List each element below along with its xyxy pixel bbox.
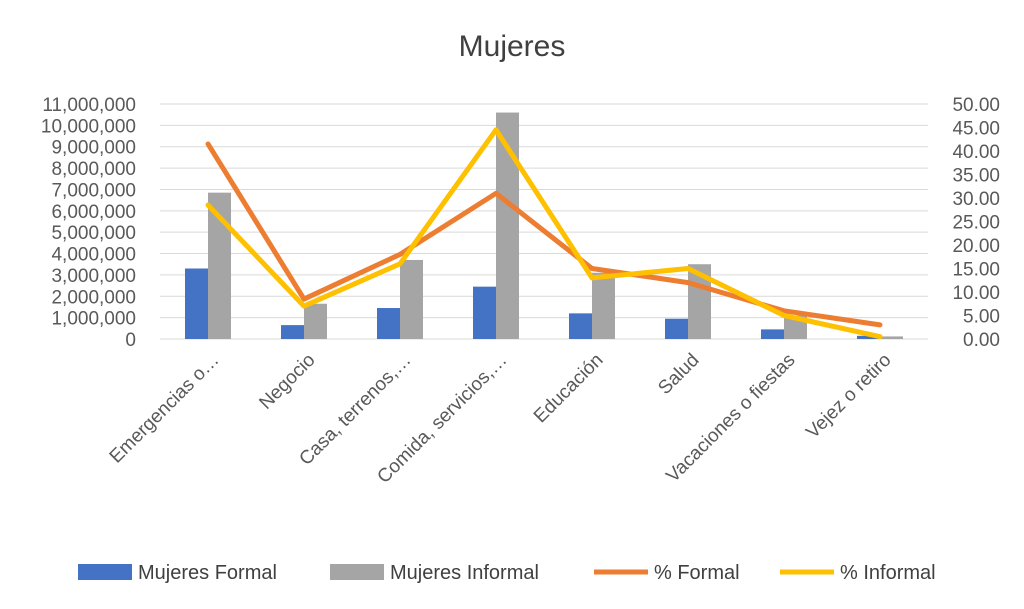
lines-group bbox=[205, 127, 883, 340]
right-tick-label: 30.00 bbox=[952, 189, 1000, 210]
right-tick-label: 45.00 bbox=[952, 119, 1000, 140]
category-label: Salud bbox=[654, 350, 703, 399]
bar-mujeres-formal bbox=[761, 329, 784, 339]
bar-mujeres-informal bbox=[496, 112, 519, 339]
gridlines bbox=[160, 103, 928, 340]
bar-mujeres-informal bbox=[304, 303, 327, 339]
legend-label--informal: % Informal bbox=[840, 562, 936, 584]
bar-mujeres-formal bbox=[473, 286, 496, 339]
right-tick-label: 15.00 bbox=[952, 260, 1000, 281]
right-tick-label: 40.00 bbox=[952, 142, 1000, 163]
right-tick-label: 10.00 bbox=[952, 283, 1000, 304]
line--formal bbox=[205, 141, 883, 328]
left-tick-label: 9,000,000 bbox=[51, 138, 136, 159]
right-tick-label: 35.00 bbox=[952, 166, 1000, 187]
bar-mujeres-informal bbox=[592, 272, 615, 339]
left-tick-label: 6,000,000 bbox=[51, 202, 136, 223]
category-label: Emergencias o… bbox=[106, 350, 224, 468]
left-tick-label: 10,000,000 bbox=[41, 116, 136, 137]
bar-mujeres-formal bbox=[281, 325, 304, 339]
legend-label--formal: % Formal bbox=[654, 562, 740, 584]
bar-mujeres-informal bbox=[880, 336, 903, 339]
left-tick-label: 8,000,000 bbox=[51, 159, 136, 180]
left-tick-label: 11,000,000 bbox=[42, 95, 136, 116]
legend-swatch-mujeres-informal bbox=[330, 564, 384, 580]
left-axis: 01,000,0002,000,0003,000,0004,000,0005,0… bbox=[41, 95, 136, 351]
bar-mujeres-formal bbox=[665, 318, 688, 339]
bar-mujeres-informal bbox=[208, 192, 231, 339]
bar-mujeres-formal bbox=[377, 308, 400, 339]
left-tick-label: 2,000,000 bbox=[51, 287, 136, 308]
right-tick-label: 20.00 bbox=[952, 236, 1000, 257]
bar-mujeres-formal bbox=[185, 268, 208, 339]
bar-mujeres-informal bbox=[400, 259, 423, 339]
category-label: Negocio bbox=[255, 350, 319, 414]
bar-mujeres-formal bbox=[857, 335, 880, 339]
category-label: Vejez o retiro bbox=[802, 350, 895, 443]
left-tick-label: 7,000,000 bbox=[51, 180, 136, 201]
left-tick-label: 3,000,000 bbox=[51, 266, 136, 287]
left-tick-label: 1,000,000 bbox=[51, 309, 136, 330]
bars-group bbox=[185, 112, 903, 339]
category-label: Educación bbox=[530, 350, 608, 428]
right-tick-label: 25.00 bbox=[952, 213, 1000, 234]
right-tick-label: 0.00 bbox=[963, 330, 1000, 351]
legend-label-mujeres-informal: Mujeres Informal bbox=[390, 562, 539, 584]
left-tick-label: 4,000,000 bbox=[51, 245, 136, 266]
left-tick-label: 0 bbox=[125, 330, 136, 351]
legend: Mujeres Formal Mujeres Informal % Formal % … bbox=[78, 562, 936, 584]
legend-swatch-mujeres-formal bbox=[78, 564, 132, 580]
left-tick-label: 5,000,000 bbox=[51, 223, 136, 244]
line--informal bbox=[205, 127, 883, 340]
chart-title: Mujeres bbox=[459, 30, 566, 63]
bar-mujeres-formal bbox=[569, 313, 592, 339]
right-tick-label: 5.00 bbox=[963, 307, 1000, 328]
legend-label-mujeres-formal: Mujeres Formal bbox=[138, 562, 277, 584]
right-tick-label: 50.00 bbox=[952, 95, 1000, 116]
